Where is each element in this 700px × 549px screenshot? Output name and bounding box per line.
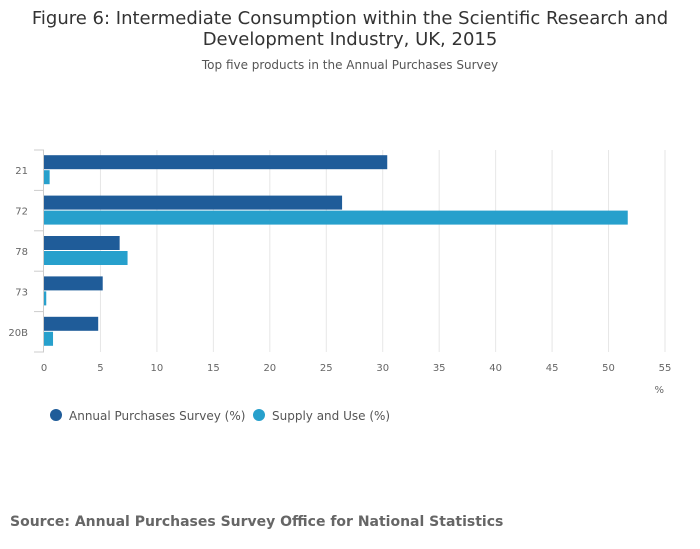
legend-marker bbox=[50, 409, 62, 421]
bar-aps-73[interactable] bbox=[44, 276, 103, 291]
y-category-label: 78 bbox=[15, 247, 28, 258]
x-tick-label: 10 bbox=[151, 363, 164, 374]
chart-title: Figure 6: Intermediate Consumption withi… bbox=[32, 8, 668, 50]
y-category-label: 72 bbox=[15, 207, 28, 218]
x-tick-label: 35 bbox=[433, 363, 446, 374]
x-tick-label: 55 bbox=[659, 363, 672, 374]
legend-label: Supply and Use (%) bbox=[272, 409, 390, 423]
bar-sut-20B[interactable] bbox=[44, 331, 54, 346]
x-tick-label: 45 bbox=[546, 363, 559, 374]
bar-aps-21[interactable] bbox=[44, 155, 388, 170]
bar-aps-72[interactable] bbox=[44, 195, 343, 210]
x-tick-label: 0 bbox=[41, 363, 47, 374]
x-tick-label: 25 bbox=[320, 363, 333, 374]
source-note: Source: Annual Purchases Survey Office f… bbox=[10, 514, 503, 530]
x-tick-label: 40 bbox=[489, 363, 502, 374]
x-tick-label: 15 bbox=[207, 363, 220, 374]
bar-sut-21[interactable] bbox=[44, 170, 50, 185]
chart-title-line-1: Figure 6: Intermediate Consumption withi… bbox=[32, 8, 668, 29]
bar-sut-78[interactable] bbox=[44, 251, 128, 265]
legend-item-annual-purchases-survey[interactable]: Annual Purchases Survey (%) bbox=[50, 409, 245, 423]
legend-marker bbox=[253, 409, 265, 421]
x-tick-label: 50 bbox=[602, 363, 615, 374]
x-tick-label: 30 bbox=[376, 363, 389, 374]
y-category-label: 20B bbox=[8, 328, 28, 339]
bar-aps-20B[interactable] bbox=[44, 316, 99, 331]
legend-item-supply-and-use[interactable]: Supply and Use (%) bbox=[253, 409, 390, 423]
x-axis-label: % bbox=[654, 385, 664, 396]
gridlines bbox=[99, 150, 666, 352]
y-axis: 21 72 78 73 20B bbox=[8, 149, 44, 353]
legend-label: Annual Purchases Survey (%) bbox=[69, 409, 245, 423]
bars bbox=[44, 155, 628, 346]
x-tick-label: 20 bbox=[263, 363, 276, 374]
bar-sut-72[interactable] bbox=[44, 210, 628, 225]
bar-sut-73[interactable] bbox=[44, 291, 47, 306]
legend: Annual Purchases Survey (%) Supply and Us… bbox=[50, 409, 390, 423]
x-axis: 0 5 10 15 20 25 30 35 40 45 50 55 bbox=[41, 363, 672, 374]
y-category-label: 21 bbox=[15, 166, 28, 177]
bar-aps-78[interactable] bbox=[44, 236, 120, 250]
y-category-label: 73 bbox=[15, 287, 28, 298]
x-tick-label: 5 bbox=[97, 363, 103, 374]
chart-title-line-2: Development Industry, UK, 2015 bbox=[203, 29, 498, 50]
chart-subtitle: Top five products in the Annual Purchase… bbox=[201, 58, 498, 72]
